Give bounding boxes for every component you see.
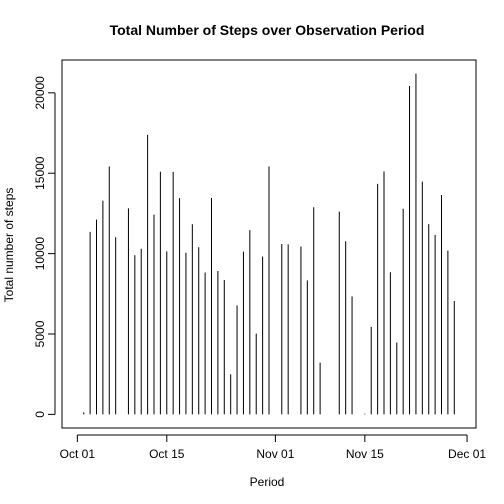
x-tick-label: Oct 15 <box>149 447 185 461</box>
y-tick-label: 15000 <box>33 156 47 190</box>
x-tick-label: Dec 01 <box>448 447 486 461</box>
y-tick-label: 10000 <box>33 237 47 271</box>
plot-box <box>61 59 477 429</box>
chart-title: Total Number of Steps over Observation P… <box>110 22 425 38</box>
y-tick-label: 5000 <box>33 320 47 347</box>
x-tick-label: Oct 01 <box>60 447 96 461</box>
y-tick-label: 0 <box>33 411 47 418</box>
x-axis-label: Period <box>250 475 285 489</box>
x-tick-label: Nov 01 <box>256 447 294 461</box>
y-axis-label: Total number of steps <box>2 188 16 303</box>
x-tick-label: Nov 15 <box>346 447 384 461</box>
y-tick-label: 20000 <box>33 76 47 110</box>
